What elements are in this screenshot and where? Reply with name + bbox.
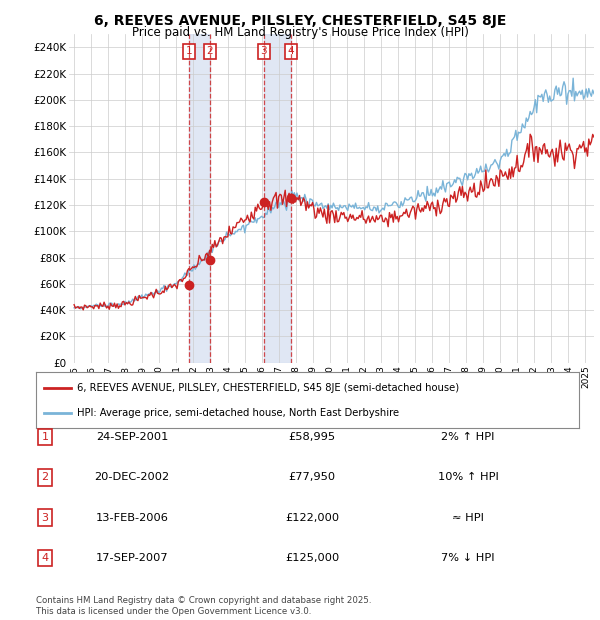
Text: 4: 4 [41,553,49,563]
Text: 20-DEC-2002: 20-DEC-2002 [94,472,170,482]
Text: 2% ↑ HPI: 2% ↑ HPI [441,432,495,442]
Text: 2: 2 [206,46,213,56]
Bar [189,34,210,363]
Text: 7% ↓ HPI: 7% ↓ HPI [441,553,495,563]
Text: 2: 2 [41,472,49,482]
Text: 3: 3 [260,46,267,56]
Text: £122,000: £122,000 [285,513,339,523]
Bar [263,34,291,363]
Text: 10% ↑ HPI: 10% ↑ HPI [437,472,499,482]
Text: 3: 3 [41,513,49,523]
Text: Contains HM Land Registry data © Crown copyright and database right 2025.
This d: Contains HM Land Registry data © Crown c… [36,596,371,616]
Text: 1: 1 [185,46,192,56]
Text: 17-SEP-2007: 17-SEP-2007 [95,553,169,563]
Text: Price paid vs. HM Land Registry's House Price Index (HPI): Price paid vs. HM Land Registry's House … [131,26,469,39]
Text: £77,950: £77,950 [289,472,335,482]
Text: £125,000: £125,000 [285,553,339,563]
Text: HPI: Average price, semi-detached house, North East Derbyshire: HPI: Average price, semi-detached house,… [77,409,399,419]
Text: ≈ HPI: ≈ HPI [452,513,484,523]
Text: 6, REEVES AVENUE, PILSLEY, CHESTERFIELD, S45 8JE: 6, REEVES AVENUE, PILSLEY, CHESTERFIELD,… [94,14,506,28]
Text: 1: 1 [41,432,49,442]
Text: £58,995: £58,995 [289,432,335,442]
Text: 4: 4 [287,46,294,56]
Text: 13-FEB-2006: 13-FEB-2006 [95,513,169,523]
Text: 24-SEP-2001: 24-SEP-2001 [96,432,168,442]
Text: 6, REEVES AVENUE, PILSLEY, CHESTERFIELD, S45 8JE (semi-detached house): 6, REEVES AVENUE, PILSLEY, CHESTERFIELD,… [77,383,459,392]
